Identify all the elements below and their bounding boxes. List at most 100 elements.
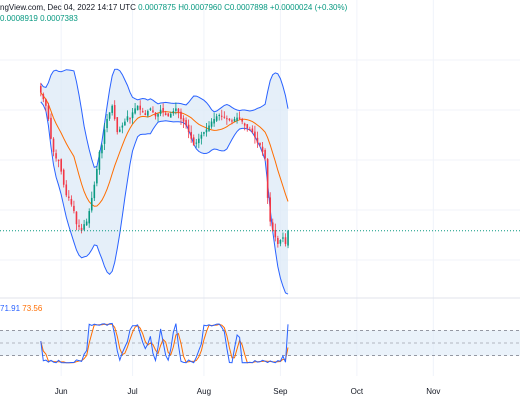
candle-64 <box>203 131 205 137</box>
candle-87 <box>261 141 264 156</box>
candle-85 <box>256 131 259 148</box>
candle-74 <box>228 118 231 122</box>
candle-8 <box>60 158 62 175</box>
bollinger-upper-line <box>40 68 289 169</box>
x-tick-aug: Aug <box>197 387 211 396</box>
candle-81 <box>246 123 249 132</box>
candle-75 <box>231 118 233 125</box>
candle-94 <box>279 239 282 247</box>
candles-group <box>39 82 289 249</box>
candle-62 <box>198 133 200 149</box>
candle-47 <box>159 104 162 117</box>
candle-25 <box>103 123 106 150</box>
x-tick-oct: Oct <box>351 387 364 396</box>
candle-14 <box>75 211 78 231</box>
x-tick-sep: Sep <box>273 387 288 396</box>
candle-48 <box>162 103 164 117</box>
candle-4 <box>50 113 52 140</box>
candle-63 <box>200 131 203 145</box>
candle-59 <box>190 125 192 143</box>
candle-30 <box>116 117 119 135</box>
candle-54 <box>177 107 180 119</box>
candle-6 <box>55 149 57 162</box>
header-change: +0.0000024 (+0.30%) <box>269 3 348 12</box>
x-tick-jul: Jul <box>127 387 137 396</box>
candle-83 <box>251 125 254 134</box>
candle-28 <box>111 104 113 116</box>
candle-95 <box>282 232 284 243</box>
candle-27 <box>108 112 111 121</box>
candle-61 <box>195 138 198 148</box>
candle-44 <box>152 106 154 113</box>
candle-77 <box>236 112 238 124</box>
candle-57 <box>185 117 187 129</box>
candle-65 <box>205 122 208 137</box>
candle-34 <box>126 110 129 123</box>
candle-37 <box>134 102 136 115</box>
candle-50 <box>167 112 170 117</box>
candle-38 <box>136 105 139 111</box>
candle-31 <box>119 126 121 133</box>
candle-49 <box>164 110 167 116</box>
stoch-d-value: 73.56 <box>22 304 43 313</box>
candle-36 <box>131 108 134 124</box>
candle-58 <box>187 119 190 139</box>
candle-53 <box>175 102 177 115</box>
header-high: H0.0007960 <box>178 3 222 12</box>
candle-70 <box>218 113 221 121</box>
stoch-legend: 71.91 73.56 <box>0 304 42 313</box>
candle-76 <box>233 116 236 122</box>
candle-9 <box>62 168 65 188</box>
candle-12 <box>70 195 73 207</box>
candle-16 <box>80 223 83 234</box>
candle-5 <box>52 137 55 157</box>
candle-84 <box>254 125 256 144</box>
candle-92 <box>274 223 277 242</box>
candle-3 <box>47 102 50 121</box>
candle-1 <box>42 92 45 103</box>
x-tick-nov: Nov <box>426 387 440 396</box>
candle-10 <box>65 180 68 198</box>
candle-2 <box>45 98 47 112</box>
candle-35 <box>129 117 131 124</box>
candle-15 <box>78 219 80 230</box>
candle-89 <box>266 158 269 204</box>
candle-55 <box>180 108 182 125</box>
candle-73 <box>226 115 228 125</box>
candle-52 <box>172 108 175 116</box>
candle-22 <box>96 165 98 187</box>
bollinger-lower-value: 0.0007383 <box>40 14 78 23</box>
candle-46 <box>157 113 159 122</box>
candle-80 <box>243 122 246 131</box>
candle-19 <box>88 208 91 228</box>
candle-97 <box>287 229 289 249</box>
header-source: ngView.com, Dec 04, 2022 14:17 UTC <box>0 3 136 12</box>
candle-20 <box>90 191 93 213</box>
candle-90 <box>269 192 271 227</box>
candle-26 <box>106 114 108 133</box>
header-row: ngView.com, Dec 04, 2022 14:17 UTC 0.000… <box>0 3 347 12</box>
candle-66 <box>208 121 210 132</box>
candle-69 <box>215 113 218 122</box>
candle-56 <box>182 115 185 128</box>
candle-0 <box>39 82 42 97</box>
candle-96 <box>284 233 287 247</box>
header-open: 0.0007875 <box>138 3 176 12</box>
candle-23 <box>98 150 101 175</box>
candle-78 <box>238 111 241 120</box>
x-axis: Jun Jul Aug Sep Oct Nov <box>55 387 441 396</box>
candle-21 <box>93 181 96 202</box>
candle-91 <box>271 218 274 232</box>
stoch-k-line <box>40 322 289 364</box>
candle-39 <box>139 100 141 116</box>
candle-42 <box>147 109 149 118</box>
candle-13 <box>73 200 75 214</box>
candle-71 <box>220 109 223 121</box>
candle-41 <box>144 110 147 116</box>
candle-72 <box>223 111 226 119</box>
candle-82 <box>249 126 251 131</box>
candle-29 <box>113 100 116 121</box>
candle-33 <box>124 118 126 127</box>
candle-43 <box>149 107 152 111</box>
